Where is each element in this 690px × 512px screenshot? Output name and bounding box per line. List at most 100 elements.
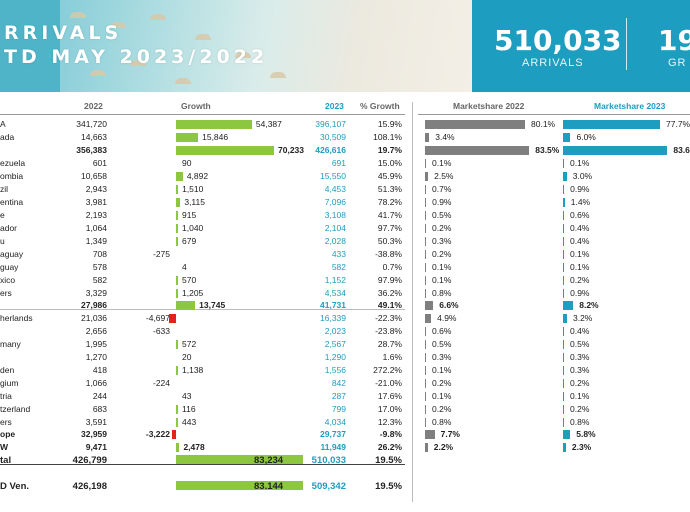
country-label: e	[0, 210, 5, 220]
table-row: den 418 1,138 1,556 272.2% 0.1% 0.3%	[0, 364, 690, 377]
percent-growth: 1.6%	[382, 352, 402, 362]
growth-label: 13,745	[199, 300, 226, 310]
growth-label: 4,892	[186, 171, 209, 181]
growth-bar	[169, 314, 176, 323]
umbrella-icon	[175, 78, 191, 84]
table-row: tria 244 43 287 17.6% 0.1% 0.1%	[0, 390, 690, 403]
country-label: ezuela	[0, 158, 26, 168]
value-2023: 4,034	[324, 417, 346, 427]
growth-label: 83,234	[254, 455, 284, 466]
header-rule-ms	[418, 114, 690, 115]
value-2022: 3,591	[85, 417, 107, 427]
percent-growth: 78.2%	[377, 197, 402, 207]
marketshare-2022-bar	[425, 443, 428, 452]
table-row: aguay 708 -275 433 -38.8% 0.2% 0.1%	[0, 248, 690, 261]
percent-growth: -21.0%	[375, 378, 402, 388]
col-2022: 2022	[84, 101, 103, 111]
marketshare-2023-bar	[563, 185, 565, 194]
percent-growth: 19.5%	[375, 481, 402, 492]
growth-bar	[176, 276, 178, 285]
percent-growth: -22.3%	[375, 313, 402, 323]
page-subtitle: TD MAY 2023/2022	[4, 46, 269, 68]
marketshare-2022-bar	[425, 418, 426, 427]
value-2022: 27,986	[81, 300, 107, 310]
value-2022: 2,943	[85, 184, 107, 194]
marketshare-2022-bar	[425, 133, 430, 142]
country-label: ombia	[0, 171, 24, 181]
value-2023: 2,023	[324, 326, 346, 336]
value-2022: 1,349	[85, 236, 107, 246]
marketshare-2023-label: 83.6%	[673, 145, 690, 155]
country-label: entina	[0, 197, 24, 207]
table-row: 1,270 20 1,290 1.6% 0.3% 0.3%	[0, 351, 690, 364]
umbrella-icon	[195, 34, 211, 40]
marketshare-2022-bar	[425, 392, 426, 401]
marketshare-2023-bar	[563, 159, 564, 168]
country-label: gium	[0, 378, 19, 388]
country-label: tal	[0, 455, 12, 466]
growth-bar	[176, 224, 178, 233]
growth-label: -3,222	[145, 429, 170, 439]
table-row: A 341,720 54,387 396,107 15.9% 80.1% 77.7%	[0, 118, 690, 131]
value-2023: 41,731	[320, 300, 346, 310]
marketshare-2022-label: 0.7%	[432, 184, 452, 194]
country-label: W	[0, 442, 9, 452]
umbrella-icon	[90, 70, 106, 76]
marketshare-2023-bar	[563, 120, 660, 129]
marketshare-2022-bar	[425, 353, 426, 362]
country-label: ador	[0, 223, 18, 233]
value-2023: 426,616	[315, 145, 346, 155]
percent-growth: 97.9%	[377, 275, 402, 285]
marketshare-2022-label: 0.5%	[432, 339, 452, 349]
header-banner: RRIVALS TD MAY 2023/2022	[0, 0, 472, 92]
country-label: ope	[0, 429, 16, 439]
marketshare-2022-label: 2.2%	[433, 442, 454, 452]
country-label: guay	[0, 262, 19, 272]
country-label: A	[0, 119, 6, 129]
marketshare-2022-label: 0.1%	[432, 158, 452, 168]
percent-growth: 272.2%	[373, 365, 402, 375]
country-label: u	[0, 236, 5, 246]
growth-label: 1,510	[182, 184, 204, 194]
country-label: D Ven.	[0, 481, 30, 492]
marketshare-2023-label: 0.4%	[570, 236, 590, 246]
marketshare-2022-label: 0.9%	[432, 197, 452, 207]
marketshare-2023-label: 0.2%	[570, 275, 590, 285]
kpi-growth-label: GR	[668, 57, 687, 69]
marketshare-2023-label: 2.3%	[571, 442, 592, 452]
growth-label: 679	[182, 236, 197, 246]
umbrella-icon	[235, 52, 251, 58]
marketshare-2022-label: 80.1%	[531, 119, 556, 129]
marketshare-2023-label: 0.6%	[570, 210, 590, 220]
marketshare-2022-bar	[425, 198, 427, 207]
table-row: ada 14,663 15,846 30,509 108.1% 3.4% 6.0%	[0, 131, 690, 144]
marketshare-2023-label: 3.0%	[572, 171, 593, 181]
marketshare-2023-label: 1.4%	[570, 197, 591, 207]
marketshare-2023-bar	[563, 340, 564, 349]
table-row: ador 1,064 1,040 2,104 97.7% 0.2% 0.4%	[0, 222, 690, 235]
table-row: guay 578 4 582 0.7% 0.1% 0.1%	[0, 261, 690, 274]
table-row: ombia 10,658 4,892 15,550 45.9% 2.5% 3.0%	[0, 170, 690, 183]
growth-bar	[176, 366, 178, 375]
marketshare-2023-bar	[563, 366, 564, 375]
kpi-arrivals-label: ARRIVALS	[522, 57, 584, 69]
percent-growth: 50.3%	[377, 236, 402, 246]
kpi-arrivals-value: 510,033	[494, 24, 622, 57]
marketshare-2022-bar	[425, 366, 426, 375]
marketshare-2022-label: 0.2%	[432, 378, 452, 388]
growth-label: 1,040	[182, 223, 204, 233]
percent-growth: 36.2%	[377, 288, 402, 298]
table-row: ezuela 601 90 691 15.0% 0.1% 0.1%	[0, 157, 690, 170]
marketshare-2023-bar	[563, 198, 565, 207]
value-2023: 4,534	[324, 288, 346, 298]
marketshare-2023-bar	[563, 146, 668, 155]
marketshare-2022-label: 0.8%	[432, 288, 452, 298]
marketshare-2022-bar	[425, 211, 426, 220]
table-row: many 1,995 572 2,567 28.7% 0.5% 0.5%	[0, 338, 690, 351]
marketshare-2022-label: 0.3%	[432, 352, 452, 362]
marketshare-2023-label: 0.5%	[570, 339, 590, 349]
marketshare-2023-label: 0.3%	[570, 352, 590, 362]
table-row: gium 1,066 -224 842 -21.0% 0.2% 0.2%	[0, 377, 690, 390]
marketshare-2022-bar	[425, 405, 426, 414]
growth-label: 1,138	[182, 365, 204, 375]
